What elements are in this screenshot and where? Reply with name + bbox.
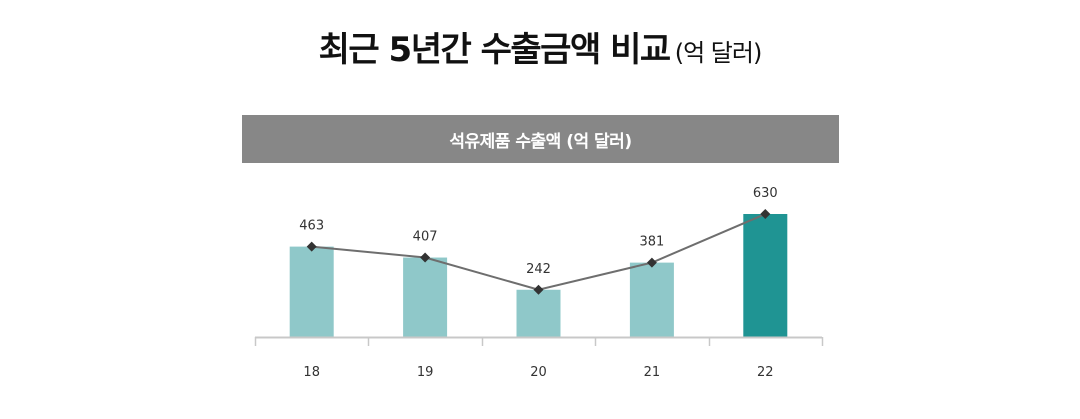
title-unit: (억 달러) [674, 39, 763, 67]
chart-header: 석유제품 수출액 (억 달러) [242, 115, 839, 163]
bar-21 [629, 262, 674, 337]
diamond-marker-icon [646, 257, 657, 268]
value-label: 630 [753, 186, 778, 201]
category-label: 21 [644, 365, 661, 380]
chart-title: 석유제품 수출액 (억 달러) [449, 131, 632, 152]
bar-19 [403, 257, 448, 337]
diamond-marker-icon [420, 252, 431, 263]
diamond-marker-icon [533, 284, 544, 295]
category-label: 20 [530, 365, 547, 380]
diamond-marker-icon [760, 209, 771, 219]
page-title: 최근 5년간 수출금액 비교 (억 달러) [0, 22, 1080, 71]
category-label: 18 [303, 365, 320, 380]
value-label: 463 [299, 219, 324, 234]
value-label: 381 [639, 235, 664, 250]
diamond-marker-icon [306, 241, 317, 252]
value-label: 407 [413, 230, 438, 245]
bar-22 [743, 214, 788, 337]
title-main: 최근 5년간 수출금액 비교 [318, 30, 671, 70]
bar-20 [516, 289, 561, 337]
bar-18 [289, 246, 334, 337]
trend-line [311, 213, 766, 291]
value-label: 242 [526, 262, 551, 277]
category-label: 19 [417, 365, 434, 380]
category-label: 22 [757, 365, 774, 380]
